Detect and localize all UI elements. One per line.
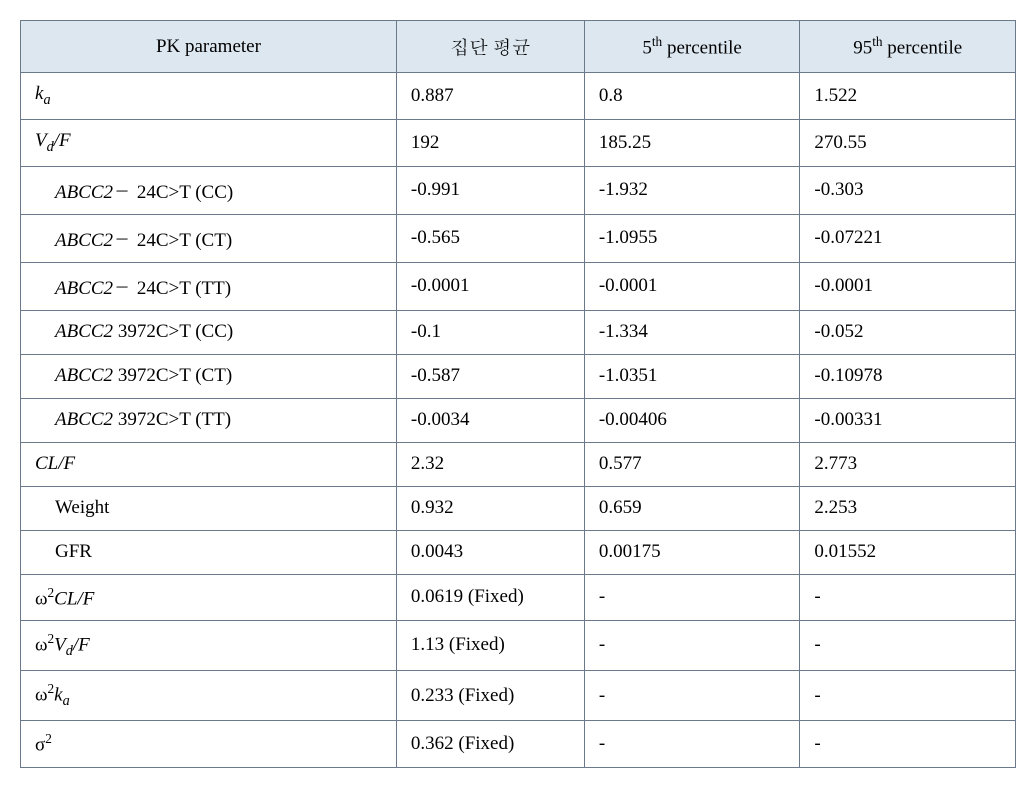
table-row: CL/F2.320.5772.773: [21, 442, 1016, 486]
table-row: ABCC2－ 24C>T (CC)-0.991-1.932-0.303: [21, 166, 1016, 214]
table-row: Vd/F192185.25270.55: [21, 119, 1016, 166]
table-row: GFR0.00430.001750.01552: [21, 530, 1016, 574]
table-row: ka0.8870.81.522: [21, 73, 1016, 120]
mean-cell: -0.565: [396, 214, 584, 262]
p5-cell: 0.00175: [584, 530, 800, 574]
p5-cell: 185.25: [584, 119, 800, 166]
header-p5-post: percentile: [662, 37, 742, 58]
p5-cell: -1.932: [584, 166, 800, 214]
param-cell: ω2CL/F: [21, 574, 397, 620]
p95-cell: -: [800, 620, 1016, 670]
p95-cell: 2.773: [800, 442, 1016, 486]
p95-cell: -: [800, 574, 1016, 620]
table-row: ω2Vd/F1.13 (Fixed)--: [21, 620, 1016, 670]
header-p95-num: 95: [853, 37, 872, 58]
param-cell: ABCC2－ 24C>T (CC): [21, 166, 397, 214]
header-mean: 집단 평균: [396, 21, 584, 73]
param-cell: Vd/F: [21, 119, 397, 166]
p95-cell: 0.01552: [800, 530, 1016, 574]
table-row: ω2ka0.233 (Fixed)--: [21, 671, 1016, 721]
param-cell: CL/F: [21, 442, 397, 486]
mean-cell: -0.587: [396, 354, 584, 398]
p95-cell: -0.0001: [800, 262, 1016, 310]
param-cell: Weight: [21, 486, 397, 530]
p5-cell: 0.577: [584, 442, 800, 486]
table-row: ABCC2－ 24C>T (TT)-0.0001-0.0001-0.0001: [21, 262, 1016, 310]
mean-cell: 192: [396, 119, 584, 166]
param-cell: ω2ka: [21, 671, 397, 721]
p95-cell: -0.303: [800, 166, 1016, 214]
p5-cell: -: [584, 574, 800, 620]
mean-cell: 0.887: [396, 73, 584, 120]
param-cell: ka: [21, 73, 397, 120]
header-p5-sup: th: [652, 34, 662, 49]
table-row: ω2CL/F0.0619 (Fixed)--: [21, 574, 1016, 620]
header-pk-parameter: PK parameter: [21, 21, 397, 73]
mean-cell: 0.233 (Fixed): [396, 671, 584, 721]
mean-cell: 0.362 (Fixed): [396, 721, 584, 767]
p95-cell: -: [800, 671, 1016, 721]
p95-cell: 2.253: [800, 486, 1016, 530]
p5-cell: -1.0351: [584, 354, 800, 398]
param-cell: ABCC2－ 24C>T (CT): [21, 214, 397, 262]
mean-cell: 1.13 (Fixed): [396, 620, 584, 670]
mean-cell: 2.32: [396, 442, 584, 486]
header-p5: 5th percentile: [584, 21, 800, 73]
header-p95-sup: th: [872, 34, 882, 49]
p95-cell: 270.55: [800, 119, 1016, 166]
p95-cell: -: [800, 721, 1016, 767]
p5-cell: -0.0001: [584, 262, 800, 310]
mean-cell: 0.0043: [396, 530, 584, 574]
table-row: ABCC2－ 24C>T (CT)-0.565-1.0955-0.07221: [21, 214, 1016, 262]
p95-cell: -0.052: [800, 310, 1016, 354]
table-row: σ20.362 (Fixed)--: [21, 721, 1016, 767]
p5-cell: -: [584, 721, 800, 767]
p5-cell: -1.0955: [584, 214, 800, 262]
table-row: ABCC2 3972C>T (CT)-0.587-1.0351-0.10978: [21, 354, 1016, 398]
p5-cell: -: [584, 620, 800, 670]
param-cell: ABCC2 3972C>T (CC): [21, 310, 397, 354]
param-cell: ABCC2－ 24C>T (TT): [21, 262, 397, 310]
p95-cell: -0.00331: [800, 398, 1016, 442]
p5-cell: 0.8: [584, 73, 800, 120]
p5-cell: 0.659: [584, 486, 800, 530]
param-cell: GFR: [21, 530, 397, 574]
mean-cell: -0.0001: [396, 262, 584, 310]
mean-cell: -0.1: [396, 310, 584, 354]
param-cell: ABCC2 3972C>T (TT): [21, 398, 397, 442]
table-row: Weight0.9320.6592.253: [21, 486, 1016, 530]
param-cell: σ2: [21, 721, 397, 767]
p95-cell: 1.522: [800, 73, 1016, 120]
header-p5-num: 5: [642, 37, 652, 58]
p95-cell: -0.10978: [800, 354, 1016, 398]
p5-cell: -0.00406: [584, 398, 800, 442]
p5-cell: -1.334: [584, 310, 800, 354]
mean-cell: 0.0619 (Fixed): [396, 574, 584, 620]
header-row: PK parameter 집단 평균 5th percentile 95th p…: [21, 21, 1016, 73]
header-p95: 95th percentile: [800, 21, 1016, 73]
mean-cell: -0.991: [396, 166, 584, 214]
pk-parameter-table: PK parameter 집단 평균 5th percentile 95th p…: [20, 20, 1016, 768]
mean-cell: -0.0034: [396, 398, 584, 442]
mean-cell: 0.932: [396, 486, 584, 530]
p5-cell: -: [584, 671, 800, 721]
table-row: ABCC2 3972C>T (CC)-0.1-1.334-0.052: [21, 310, 1016, 354]
table-row: ABCC2 3972C>T (TT)-0.0034-0.00406-0.0033…: [21, 398, 1016, 442]
p95-cell: -0.07221: [800, 214, 1016, 262]
header-p95-post: percentile: [883, 37, 963, 58]
param-cell: ABCC2 3972C>T (CT): [21, 354, 397, 398]
param-cell: ω2Vd/F: [21, 620, 397, 670]
